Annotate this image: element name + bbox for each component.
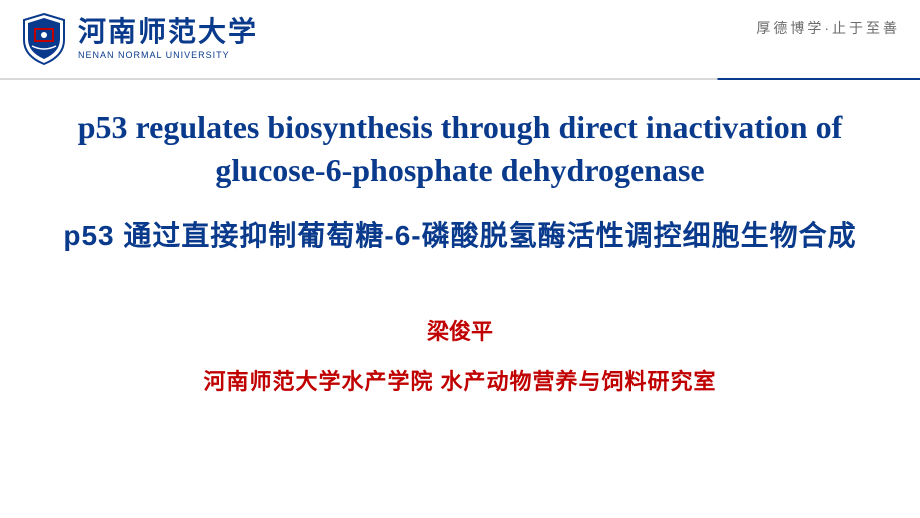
title-chinese: p53 通过直接抑制葡萄糖-6-磷酸脱氢酶活性调控细胞生物合成 <box>30 214 890 254</box>
university-motto: 厚德博学·止于至善 <box>756 18 900 38</box>
header-divider <box>0 78 920 80</box>
slide-header: 河南师范大学 NENAN NORMAL UNIVERSITY 厚德博学·止于至善 <box>0 0 920 78</box>
university-logo-block: 河南师范大学 NENAN NORMAL UNIVERSITY <box>20 12 258 66</box>
university-name-cn: 河南师范大学 <box>78 19 258 47</box>
university-emblem-icon <box>20 12 68 66</box>
university-name-en: NENAN NORMAL UNIVERSITY <box>78 51 258 60</box>
university-name-block: 河南师范大学 NENAN NORMAL UNIVERSITY <box>78 19 258 60</box>
title-english: p53 regulates biosynthesis through direc… <box>30 106 890 192</box>
author-affiliation: 河南师范大学水产学院 水产动物营养与饲料研究室 <box>30 364 890 396</box>
author-name: 梁俊平 <box>30 314 890 346</box>
slide-content: p53 regulates biosynthesis through direc… <box>0 100 920 396</box>
